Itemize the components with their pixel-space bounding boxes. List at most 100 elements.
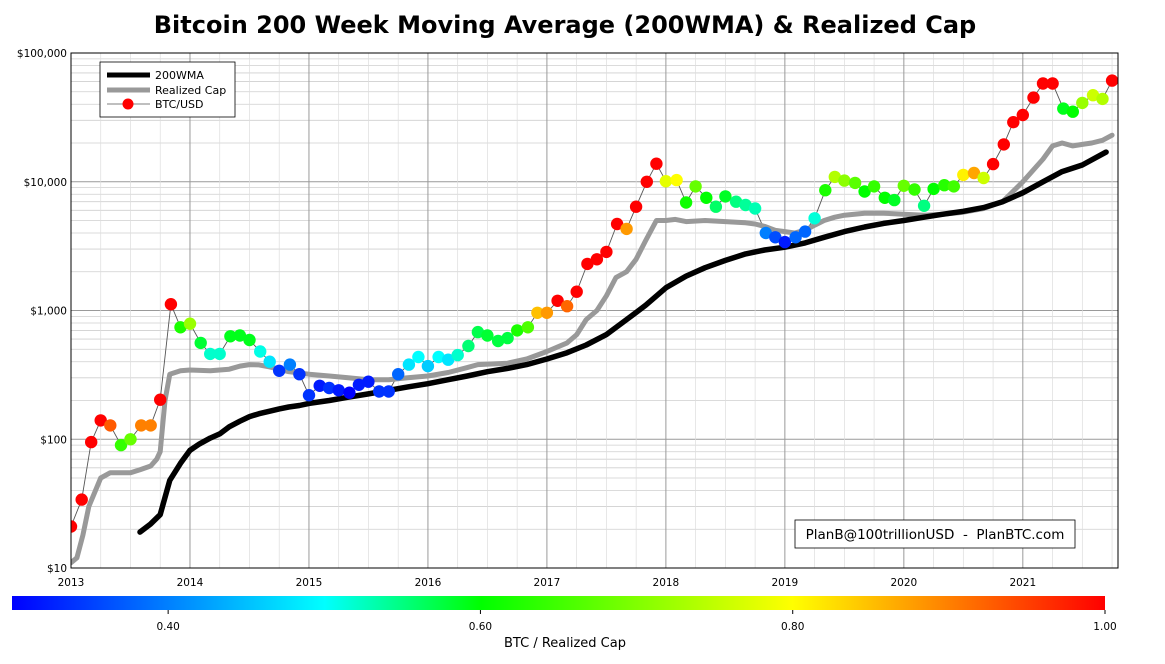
x-tick-label: 2016 [415, 577, 442, 589]
btcusd-point [897, 179, 910, 192]
btcusd-point [650, 157, 663, 170]
btcusd-point [233, 329, 247, 342]
btcusd-point [878, 191, 891, 204]
btcusd-point [343, 386, 356, 399]
legend-btcusd-label: BTC/USD [155, 98, 204, 111]
btcusd-point [908, 183, 921, 196]
x-tick-label: 2019 [771, 577, 798, 589]
btcusd-point [283, 358, 297, 371]
btcusd-point [798, 225, 812, 238]
btcusd-point [600, 245, 613, 259]
btcusd-point [85, 435, 98, 449]
btcusd-point [462, 339, 475, 353]
btcusd-point [917, 199, 931, 212]
btcusd-point [432, 350, 445, 364]
btcusd-point [352, 378, 366, 391]
btcusd-point [957, 168, 970, 182]
btcusd-point [273, 364, 286, 377]
btcusd-point [808, 212, 821, 225]
btcusd-point [789, 231, 802, 244]
y-axis-ticks: $10 $100 $1,000 $10,000 $100,000 [17, 48, 67, 575]
btcusd-point [154, 393, 167, 406]
btcusd-point [620, 222, 633, 236]
btcusd-point [421, 359, 435, 373]
plot-frame [70, 52, 1119, 569]
btcusd-point [332, 384, 345, 397]
chart-title: Bitcoin 200 Week Moving Average (200WMA)… [154, 11, 976, 39]
btcusd-point [471, 325, 485, 339]
btcusd-point [570, 285, 583, 298]
btcusd-point [114, 438, 128, 452]
btcusd-point [164, 298, 178, 311]
btcusd-point [313, 379, 326, 392]
btcusd-point [581, 257, 594, 271]
y-tick-label: $10,000 [24, 177, 67, 189]
btcusd-point [739, 198, 752, 212]
btcusd-point [1057, 102, 1070, 115]
btcusd-point [491, 334, 505, 348]
btcusd-point [373, 385, 386, 398]
btcusd-point [848, 176, 862, 190]
btcusd-point [124, 433, 137, 446]
btcusd-point [769, 231, 782, 244]
btcusd-point [75, 493, 88, 506]
btcusd-point [1007, 116, 1020, 129]
btcusd-point [819, 184, 832, 197]
btcusd-point [71, 520, 78, 533]
series-layer [71, 74, 1118, 566]
btcusd-point [254, 345, 267, 358]
btcusd-point [610, 217, 624, 231]
btcusd-point [1036, 77, 1050, 90]
btcusd-point [302, 389, 316, 402]
x-tick-label: 2013 [58, 577, 85, 589]
y-tick-label: $100 [40, 434, 67, 446]
btcusd-point [1066, 105, 1080, 118]
btcusd-point [323, 381, 336, 395]
btcusd-point [243, 333, 256, 347]
btcusd-point [867, 180, 881, 193]
btcusd-point [442, 353, 455, 366]
btcusd-point [1105, 74, 1118, 87]
btcusd-point [402, 358, 416, 371]
btcusd-point [947, 180, 960, 193]
btcusd-point [1096, 92, 1109, 106]
btcusd-point [1046, 77, 1059, 90]
btcusd-point [521, 321, 535, 334]
btcusd-point [293, 368, 306, 381]
wma-200-line [137, 149, 1109, 535]
btcusd-point [94, 414, 107, 427]
btcusd-point [729, 195, 743, 208]
btcusd-point [590, 253, 604, 266]
x-tick-label: 2014 [177, 577, 204, 589]
btcusd-point [888, 193, 901, 207]
btcusd-point [362, 375, 375, 388]
legend-200wma-label: 200WMA [155, 69, 204, 82]
btcusd-point [719, 190, 732, 203]
btcusd-point [1027, 91, 1040, 104]
btcusd-point [531, 306, 544, 319]
credit-box-frame [794, 519, 1076, 549]
btcusd-point [679, 196, 693, 209]
btcusd-point [511, 324, 524, 337]
btcusd-point [540, 306, 554, 319]
y-tick-label: $1,000 [30, 306, 67, 318]
btcusd-point [700, 191, 713, 204]
btcusd-point [828, 170, 841, 184]
x-tick-label: 2017 [534, 577, 561, 589]
btcusd-point [709, 200, 723, 213]
legend-btcusd-swatch-dot [122, 98, 134, 110]
btcusd-point [224, 330, 237, 343]
btcusd-point [560, 300, 574, 313]
btcusd-point [144, 419, 157, 432]
btcusd-point [481, 329, 494, 342]
btcusd-point [977, 171, 990, 185]
x-tick-label: 2020 [890, 577, 917, 589]
x-tick-label: 2018 [653, 577, 680, 589]
btcusd-point [382, 385, 395, 398]
colorbar [12, 596, 1105, 610]
btcusd-point [104, 419, 117, 432]
colorbar-ticks: 0.40 0.60 0.80 1.00 [156, 610, 1117, 633]
y-tick-label: $100,000 [17, 48, 67, 60]
btcusd-point [838, 174, 851, 187]
btcusd-point [194, 336, 207, 350]
